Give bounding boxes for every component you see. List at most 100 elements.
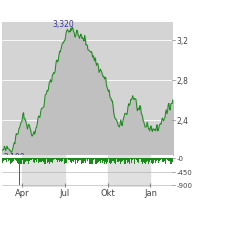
Bar [85, 158, 86, 164]
Bar [17, 158, 18, 163]
Bar [30, 158, 31, 161]
Bar [171, 158, 172, 164]
Bar [12, 158, 13, 159]
Bar [97, 158, 98, 163]
Bar [147, 158, 148, 161]
Bar [132, 158, 133, 161]
Bar [124, 158, 125, 164]
Bar [145, 158, 146, 164]
Bar [50, 158, 51, 162]
Bar [51, 158, 52, 162]
Bar [161, 158, 162, 159]
Bar [87, 158, 88, 161]
Bar [47, 158, 48, 164]
Bar [73, 158, 74, 162]
Bar [140, 158, 141, 160]
Bar [63, 158, 64, 160]
Bar [18, 158, 19, 162]
Bar [66, 158, 67, 161]
Bar [106, 158, 107, 164]
Bar [126, 158, 127, 161]
Bar [25, 158, 26, 162]
Bar [129, 158, 130, 164]
Bar [146, 158, 147, 162]
Bar [167, 158, 168, 160]
Bar [158, 158, 159, 164]
Bar [163, 158, 164, 163]
Bar [115, 158, 116, 164]
Bar [46, 158, 47, 160]
Bar [102, 158, 103, 163]
Bar [29, 158, 30, 161]
Bar [149, 158, 150, 160]
Bar [118, 158, 119, 163]
Bar [67, 158, 68, 159]
Bar [20, 158, 21, 164]
Bar [96, 158, 97, 164]
Bar [108, 155, 150, 187]
Bar [113, 158, 114, 161]
Bar [165, 158, 166, 164]
Bar [22, 158, 23, 163]
Bar [111, 158, 112, 163]
Bar [125, 158, 126, 164]
Bar [81, 158, 82, 164]
Bar [91, 158, 92, 163]
Text: -0: -0 [176, 156, 183, 161]
Bar [90, 158, 91, 164]
Bar [104, 158, 105, 164]
Bar [121, 158, 122, 163]
Bar [99, 158, 100, 162]
Bar [24, 158, 25, 164]
Bar [110, 158, 111, 164]
Bar [8, 158, 9, 161]
Bar [159, 158, 160, 161]
Bar [136, 158, 137, 161]
Bar [70, 158, 71, 162]
Bar [82, 158, 83, 163]
Bar [172, 158, 173, 162]
Bar [164, 158, 165, 161]
Bar [80, 158, 81, 160]
Bar [152, 158, 153, 164]
Bar [100, 158, 101, 164]
Bar [128, 158, 129, 163]
Bar [49, 158, 50, 164]
Bar [2, 158, 3, 164]
Bar [77, 158, 78, 164]
Bar [88, 158, 89, 159]
Bar [153, 158, 154, 163]
Bar [86, 158, 87, 159]
Bar [151, 158, 152, 164]
Bar [116, 158, 117, 159]
Bar [38, 158, 39, 164]
Bar [131, 158, 132, 164]
Bar [117, 158, 118, 162]
Bar [101, 158, 102, 161]
Bar [36, 158, 37, 162]
Bar [65, 158, 66, 163]
Bar [40, 158, 41, 163]
Bar [120, 158, 121, 164]
Bar [45, 158, 46, 163]
Bar [112, 158, 113, 161]
Bar [114, 158, 115, 162]
Bar [127, 158, 128, 164]
Bar [148, 158, 149, 164]
Bar [119, 158, 120, 161]
Bar [26, 158, 27, 161]
Bar [83, 158, 84, 163]
Bar [22, 155, 65, 187]
Bar [10, 158, 11, 164]
Bar [130, 158, 131, 160]
Bar [43, 158, 44, 161]
Bar [16, 158, 17, 161]
Bar [15, 158, 16, 160]
Bar [137, 158, 138, 163]
Bar [168, 158, 169, 162]
Bar [56, 158, 57, 160]
Bar [48, 158, 49, 162]
Bar [141, 158, 142, 162]
Bar [103, 158, 104, 161]
Bar [74, 158, 75, 160]
